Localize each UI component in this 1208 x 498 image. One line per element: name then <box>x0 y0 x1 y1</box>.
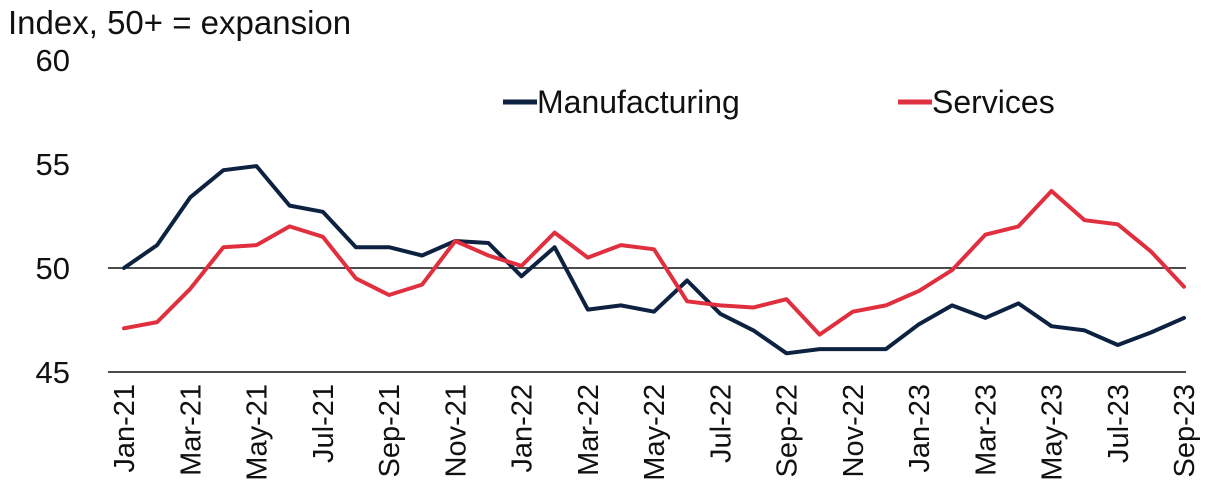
series-line-manufacturing <box>122 164 1186 356</box>
y-tick-label: 55 <box>36 147 70 182</box>
x-tick-label: Mar-22 <box>573 384 605 476</box>
x-tick-label: May-23 <box>1037 384 1069 481</box>
legend-label: Services <box>932 84 1055 120</box>
axis-lines <box>108 267 1186 373</box>
x-tick-label: Nov-21 <box>440 384 472 478</box>
legend: Manufacturing Services <box>503 84 1055 120</box>
y-tick-label: 50 <box>36 251 70 286</box>
x-tick-label: Jul-22 <box>705 384 737 463</box>
x-tick-label: Sep-22 <box>772 384 804 478</box>
x-tick-label: Sep-23 <box>1169 384 1201 478</box>
y-tick-label: 60 <box>36 43 70 78</box>
series-lines <box>122 164 1186 356</box>
x-tick-label: Mar-23 <box>970 384 1002 476</box>
y-axis-label: Index, 50+ = expansion <box>8 4 351 41</box>
x-tick-labels: Jan-21 Mar-21 May-21 Jul-21 Sep-21 Nov-21 Jan-… <box>109 384 1201 481</box>
x-tick-label: Jan-22 <box>507 384 539 473</box>
x-tick-label: Sep-21 <box>374 384 406 478</box>
x-tick-label: Nov-22 <box>838 384 870 478</box>
x-tick-label: May-22 <box>639 384 671 481</box>
series-line-services <box>122 189 1186 337</box>
legend-label: Manufacturing <box>537 84 740 120</box>
x-tick-label: Jul-23 <box>1103 384 1135 463</box>
x-tick-label: Jul-21 <box>308 384 340 463</box>
x-tick-label: Jan-23 <box>904 384 936 473</box>
y-tick-label: 45 <box>36 355 70 390</box>
x-tick-label: Mar-21 <box>175 384 207 476</box>
x-tick-label: Jan-21 <box>109 384 141 473</box>
x-tick-label: May-21 <box>242 384 274 481</box>
y-tick-labels: 45 50 55 60 <box>36 43 70 390</box>
